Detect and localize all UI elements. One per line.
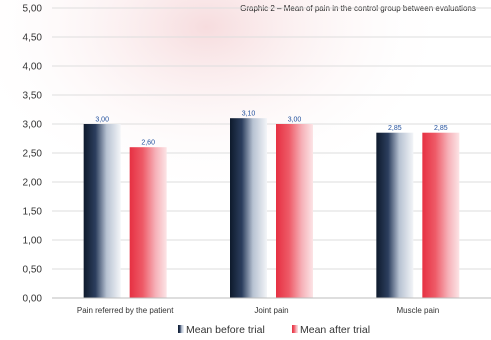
- data-label: 3,10: [242, 111, 256, 118]
- data-label: 2,85: [434, 125, 448, 132]
- y-axis-tick-labels: 0,00 0,50 1,00 1,50 2,00 2,50 3,00 3,50 4,00 4,50…: [23, 4, 43, 305]
- bar-before-3: [376, 132, 414, 298]
- y-tick-label: 2,50: [23, 149, 43, 160]
- bars: [83, 118, 460, 298]
- y-tick-label: 3,00: [23, 120, 43, 131]
- legend: Mean before trial Mean after trial: [178, 324, 370, 336]
- data-label: 2,60: [141, 140, 155, 147]
- bar-before-2: [230, 118, 267, 298]
- bar-before-1: [83, 124, 121, 298]
- data-label: 2,85: [388, 125, 402, 132]
- y-tick-label: 1,50: [23, 207, 43, 218]
- y-tick-label: 3,50: [23, 91, 43, 102]
- data-label: 3,00: [95, 117, 109, 124]
- legend-swatch-after: [292, 325, 298, 333]
- bar-after-1: [129, 147, 167, 298]
- y-tick-label: 0,00: [23, 294, 43, 305]
- legend-label-before: Mean before trial: [186, 324, 265, 336]
- data-label: 3,00: [288, 117, 302, 124]
- legend-label-after: Mean after trial: [300, 324, 370, 336]
- y-tick-label: 4,00: [23, 62, 43, 73]
- y-tick-label: 0,50: [23, 265, 43, 276]
- x-category-label: Pain referred by the patient: [77, 306, 174, 315]
- y-tick-label: 5,00: [23, 4, 43, 15]
- y-tick-label: 2,00: [23, 178, 43, 189]
- bar-after-2: [276, 124, 313, 298]
- bar-after-3: [422, 132, 460, 298]
- x-axis-category-labels: Pain referred by the patient Joint pain Mu…: [77, 306, 439, 315]
- x-category-label: Muscle pain: [396, 306, 439, 315]
- y-tick-label: 4,50: [23, 33, 43, 44]
- data-labels: 3,00 2,60 3,10 3,00 2,85 2,85: [95, 111, 447, 147]
- y-tick-label: 1,00: [23, 236, 43, 247]
- gridlines: [52, 7, 491, 270]
- legend-swatch-before: [178, 325, 184, 333]
- x-category-label: Joint pain: [254, 306, 288, 315]
